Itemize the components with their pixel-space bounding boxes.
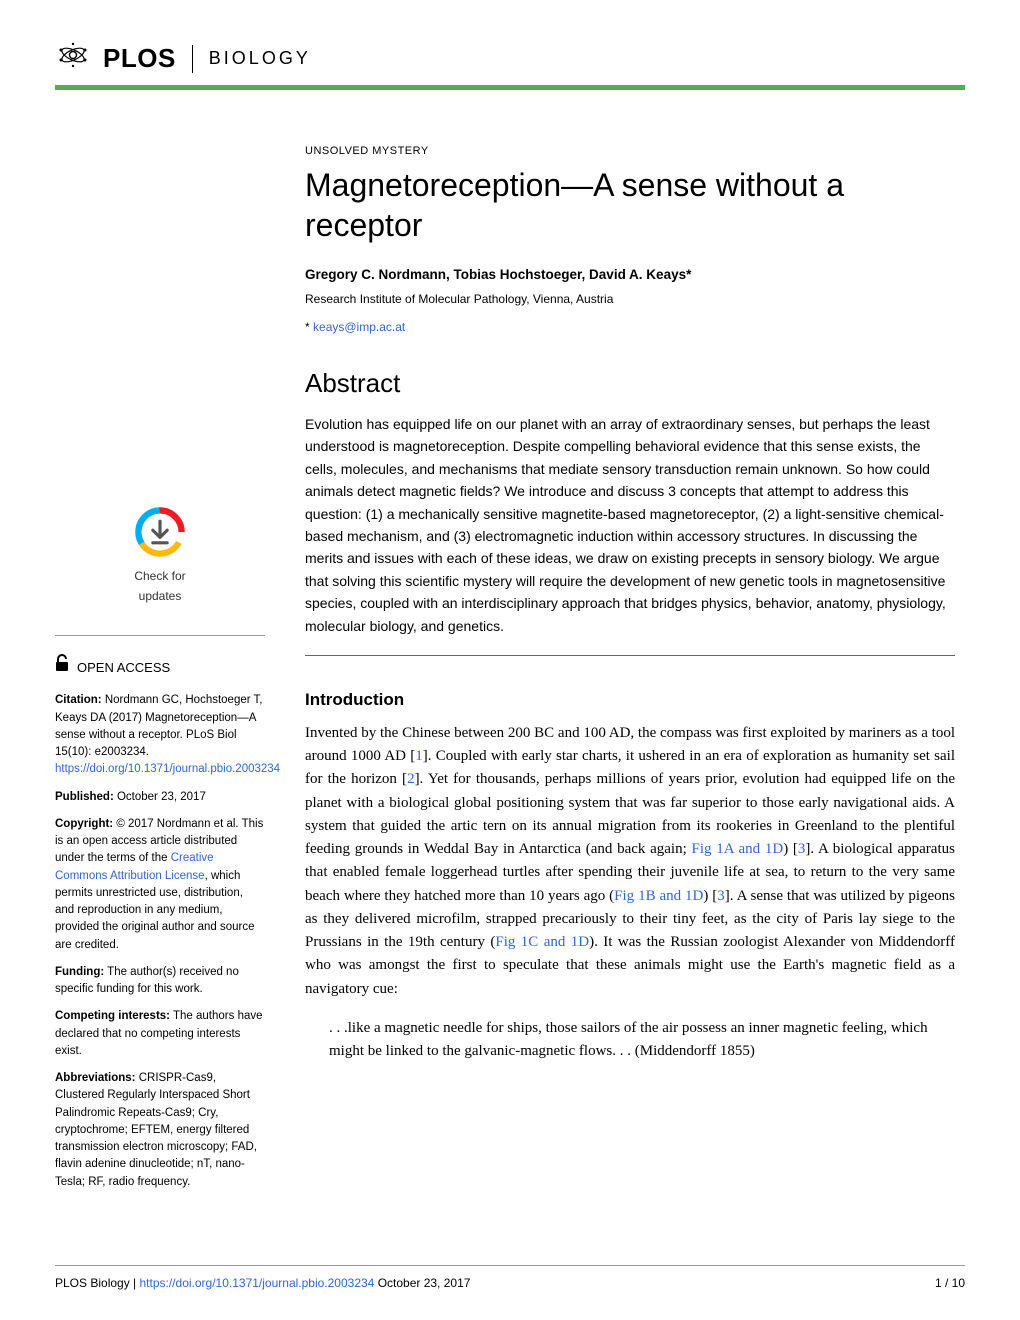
footer-journal: PLOS Biology | xyxy=(55,1276,140,1290)
main-content: UNSOLVED MYSTERY Magnetoreception—A sens… xyxy=(305,145,965,1201)
open-access-badge: OPEN ACCESS xyxy=(55,654,265,680)
check-updates-badge[interactable]: Check for updates xyxy=(55,505,265,605)
competing-block: Competing interests: The authors have de… xyxy=(55,1008,265,1060)
affiliation-line: Research Institute of Molecular Patholog… xyxy=(305,292,955,306)
copyright-label: Copyright: xyxy=(55,818,113,830)
abbrev-text: CRISPR-Cas9, Clustered Regularly Intersp… xyxy=(55,1072,257,1188)
main-divider xyxy=(305,655,955,656)
middendorff-quote: . . .like a magnetic needle for ships, t… xyxy=(329,1017,945,1064)
authors-line: Gregory C. Nordmann, Tobias Hochstoeger,… xyxy=(305,267,955,282)
footer-date: October 23, 2017 xyxy=(374,1276,470,1290)
intro-heading: Introduction xyxy=(305,690,955,710)
email-link[interactable]: keays@imp.ac.at xyxy=(313,320,405,334)
abstract-text: Evolution has equipped life on our plane… xyxy=(305,413,955,637)
footer-left: PLOS Biology | https://doi.org/10.1371/j… xyxy=(55,1276,470,1290)
ref-1[interactable]: 1 xyxy=(415,748,423,764)
abbrev-label: Abbreviations: xyxy=(55,1072,136,1084)
unlock-icon xyxy=(55,654,71,680)
email-prefix: * xyxy=(305,320,313,334)
article-title: Magnetoreception—A sense without a recep… xyxy=(305,165,955,245)
footer-doi-link[interactable]: https://doi.org/10.1371/journal.pbio.200… xyxy=(140,1276,375,1290)
page-footer: PLOS Biology | https://doi.org/10.1371/j… xyxy=(55,1265,965,1290)
fig-link-3[interactable]: Fig 1C and 1D xyxy=(495,934,589,950)
abstract-heading: Abstract xyxy=(305,368,955,399)
copyright-block: Copyright: © 2017 Nordmann et al. This i… xyxy=(55,816,265,954)
plos-logo-icon xyxy=(55,40,91,77)
header-rule xyxy=(55,85,965,90)
open-access-text: OPEN ACCESS xyxy=(77,658,170,678)
abbreviations-block: Abbreviations: CRISPR-Cas9, Clustered Re… xyxy=(55,1070,265,1191)
crossmark-icon xyxy=(133,505,187,559)
sidebar: Check for updates OPEN ACCESS Citation: … xyxy=(55,145,265,1201)
intro-t4: ) [ xyxy=(783,841,798,857)
intro-paragraph: Invented by the Chinese between 200 BC a… xyxy=(305,722,955,1001)
footer-rule xyxy=(55,1265,965,1266)
fig-link-1[interactable]: Fig 1A and 1D xyxy=(692,841,784,857)
citation-label: Citation: xyxy=(55,694,102,706)
citation-block: Citation: Nordmann GC, Hochstoeger T, Ke… xyxy=(55,692,265,778)
check-updates-label-2: updates xyxy=(55,587,265,605)
article-category: UNSOLVED MYSTERY xyxy=(305,145,955,157)
sidebar-divider-1 xyxy=(55,635,265,636)
logo-divider xyxy=(192,45,193,73)
intro-t6: ) [ xyxy=(703,888,717,904)
funding-block: Funding: The author(s) received no speci… xyxy=(55,964,265,999)
ref-2[interactable]: 2 xyxy=(407,771,415,787)
check-updates-label-1: Check for xyxy=(55,567,265,585)
published-label: Published: xyxy=(55,791,114,803)
corresponding-email: * keays@imp.ac.at xyxy=(305,320,955,334)
funding-label: Funding: xyxy=(55,966,104,978)
page-number: 1 / 10 xyxy=(935,1276,965,1290)
published-block: Published: October 23, 2017 xyxy=(55,789,265,806)
competing-label: Competing interests: xyxy=(55,1010,170,1022)
citation-link[interactable]: https://doi.org/10.1371/journal.pbio.200… xyxy=(55,763,280,775)
logo-sub: BIOLOGY xyxy=(209,48,311,69)
journal-header: PLOS BIOLOGY xyxy=(55,40,965,85)
logo-main: PLOS xyxy=(103,43,176,74)
ref-3b[interactable]: 3 xyxy=(717,888,725,904)
published-text: October 23, 2017 xyxy=(114,791,206,803)
fig-link-2[interactable]: Fig 1B and 1D xyxy=(614,888,703,904)
